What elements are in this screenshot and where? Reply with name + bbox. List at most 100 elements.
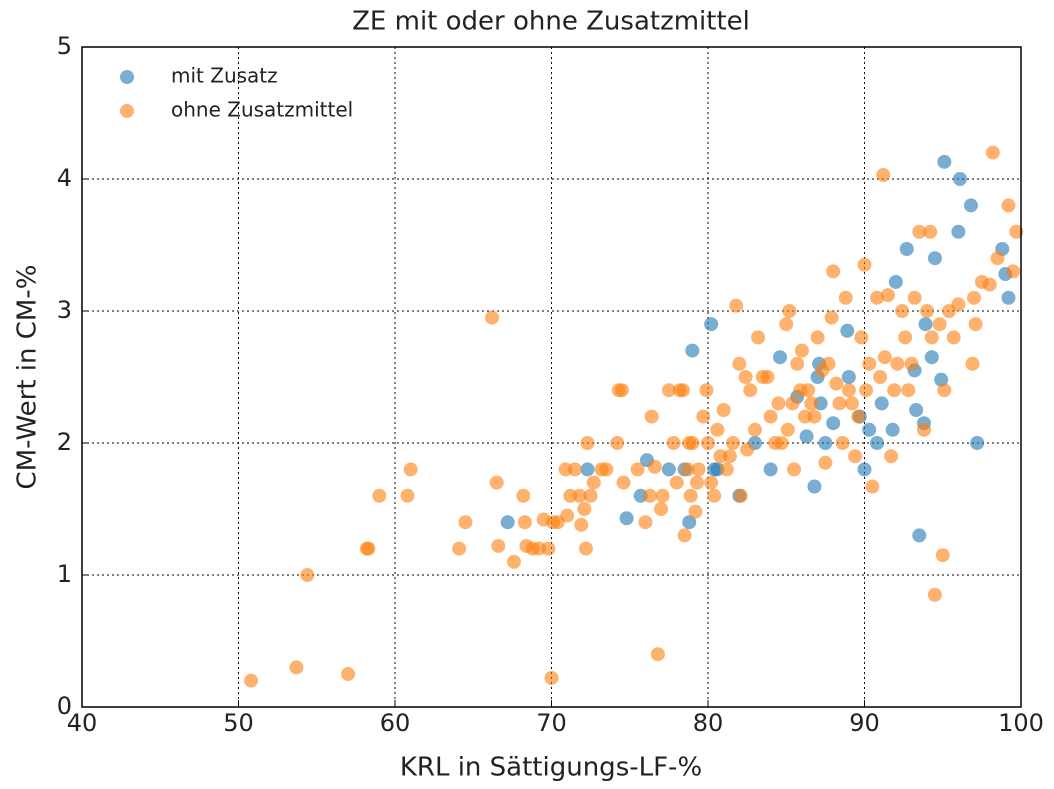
- point: [927, 251, 942, 266]
- point: [458, 515, 473, 530]
- point: [887, 383, 902, 398]
- point: [289, 660, 304, 675]
- point: [485, 310, 500, 325]
- point: [937, 154, 952, 169]
- point: [794, 343, 809, 358]
- point: [927, 587, 942, 602]
- point: [669, 475, 684, 490]
- legend-label: ohne Zusatzmittel: [171, 98, 353, 122]
- point: [763, 462, 778, 477]
- point: [654, 502, 669, 516]
- y-tick-label: 1: [57, 560, 72, 588]
- point: [661, 462, 676, 477]
- point: [848, 449, 863, 464]
- point: [790, 356, 805, 371]
- point: [541, 541, 556, 556]
- point: [516, 488, 531, 503]
- point: [361, 541, 376, 556]
- y-tick-label: 0: [57, 692, 72, 720]
- point: [801, 383, 816, 398]
- point: [877, 350, 892, 365]
- point: [722, 449, 737, 464]
- point: [870, 290, 885, 305]
- point: [341, 667, 356, 681]
- point: [912, 528, 927, 543]
- legend-marker: [120, 104, 134, 118]
- point: [918, 317, 933, 332]
- point: [807, 409, 822, 424]
- point: [733, 488, 748, 503]
- point: [685, 436, 700, 450]
- point: [701, 436, 715, 450]
- legend-marker: [120, 70, 134, 84]
- x-tick-label: 40: [67, 709, 98, 737]
- point: [968, 317, 983, 332]
- point: [489, 475, 504, 490]
- point: [544, 670, 559, 685]
- point: [859, 383, 874, 398]
- point: [630, 462, 645, 477]
- point: [923, 224, 938, 239]
- point: [666, 436, 681, 450]
- point: [661, 383, 676, 398]
- point: [920, 304, 935, 318]
- point: [829, 376, 844, 391]
- point: [732, 356, 747, 371]
- x-tick-label: 80: [693, 709, 724, 737]
- point: [675, 383, 690, 398]
- point: [907, 290, 922, 305]
- point: [909, 403, 924, 417]
- point: [885, 422, 900, 437]
- point: [912, 224, 927, 239]
- point: [899, 241, 914, 256]
- point: [884, 449, 899, 464]
- point: [990, 251, 1005, 266]
- point: [400, 488, 415, 503]
- point: [818, 436, 833, 450]
- point: [644, 409, 659, 424]
- point: [452, 541, 467, 556]
- x-tick-label: 50: [223, 709, 254, 737]
- point: [965, 356, 980, 371]
- point: [937, 383, 952, 398]
- point: [857, 462, 872, 477]
- point: [707, 488, 722, 503]
- point: [574, 517, 589, 532]
- point: [890, 356, 905, 371]
- point: [804, 396, 819, 411]
- point: [898, 330, 913, 345]
- point: [826, 416, 841, 431]
- point: [780, 422, 795, 437]
- point: [774, 436, 789, 450]
- point: [740, 442, 755, 457]
- point: [985, 145, 1000, 160]
- point: [688, 504, 703, 519]
- point: [696, 409, 711, 424]
- point: [870, 436, 885, 450]
- point: [491, 538, 506, 553]
- point: [951, 297, 966, 312]
- point: [719, 462, 734, 477]
- point: [643, 488, 658, 503]
- point: [683, 488, 698, 503]
- point: [500, 515, 515, 530]
- point: [818, 455, 833, 470]
- point: [934, 372, 949, 387]
- point: [951, 224, 966, 239]
- point: [647, 459, 662, 474]
- point: [616, 475, 631, 490]
- x-axis-label: KRL in Sättigungs-LF-%: [400, 753, 702, 783]
- point: [826, 264, 841, 279]
- point: [619, 511, 634, 526]
- point: [854, 330, 869, 345]
- point: [982, 277, 997, 292]
- point: [685, 343, 700, 358]
- point: [1001, 198, 1016, 213]
- point: [655, 488, 670, 503]
- point: [743, 383, 758, 398]
- point: [699, 383, 714, 398]
- point: [810, 330, 825, 345]
- point: [888, 274, 903, 289]
- point: [704, 475, 719, 490]
